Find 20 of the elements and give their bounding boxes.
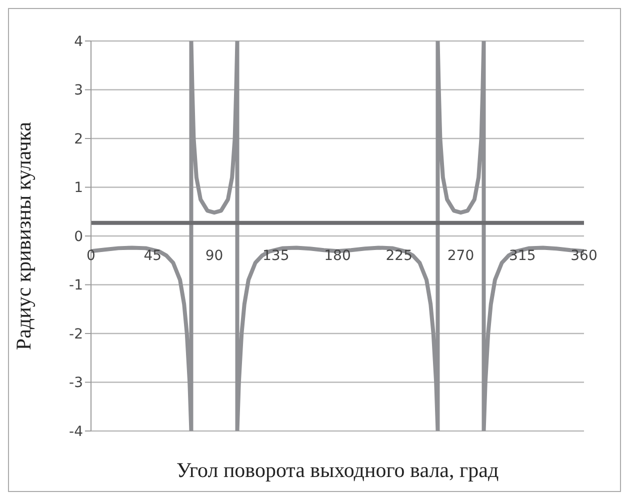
- y-tick-label: 3: [74, 82, 83, 99]
- y-tick-label: -3: [69, 375, 83, 392]
- y-tick-label: -4: [69, 424, 84, 440]
- y-tick-label: 0: [74, 228, 83, 245]
- x-tick-label: 180: [324, 248, 351, 264]
- x-tick-label: 315: [509, 248, 536, 264]
- y-axis-title: Радиус кривизны кулачка: [11, 121, 36, 350]
- x-tick-label: 0: [86, 248, 96, 264]
- y-tick-label: 1: [74, 180, 83, 196]
- x-axis-title: Угол поворота выходного вала, град: [176, 458, 499, 482]
- x-tick-label: 225: [386, 248, 412, 264]
- x-tick-label: 45: [144, 248, 162, 264]
- x-tick-label: 135: [262, 248, 290, 264]
- y-tick-label: -2: [69, 326, 83, 342]
- y-tick-label: -1: [69, 278, 83, 294]
- x-tick-label: 270: [447, 248, 474, 264]
- y-tick-label: 2: [74, 131, 83, 148]
- y-tick-label: 4: [74, 34, 84, 50]
- x-tick-label: 360: [570, 248, 598, 264]
- x-tick-label: 90: [205, 248, 224, 264]
